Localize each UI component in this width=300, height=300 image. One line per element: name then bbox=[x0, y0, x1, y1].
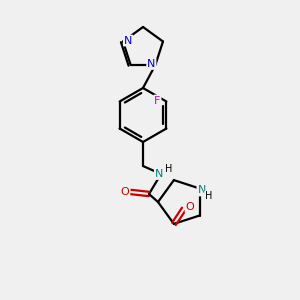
Text: N: N bbox=[147, 59, 155, 69]
Text: N: N bbox=[124, 35, 132, 46]
Text: F: F bbox=[154, 95, 161, 106]
Text: H: H bbox=[165, 164, 173, 174]
Text: N: N bbox=[197, 185, 206, 196]
Text: O: O bbox=[121, 187, 129, 197]
Text: N: N bbox=[155, 169, 163, 179]
Text: H: H bbox=[205, 191, 212, 202]
Text: O: O bbox=[185, 202, 194, 212]
